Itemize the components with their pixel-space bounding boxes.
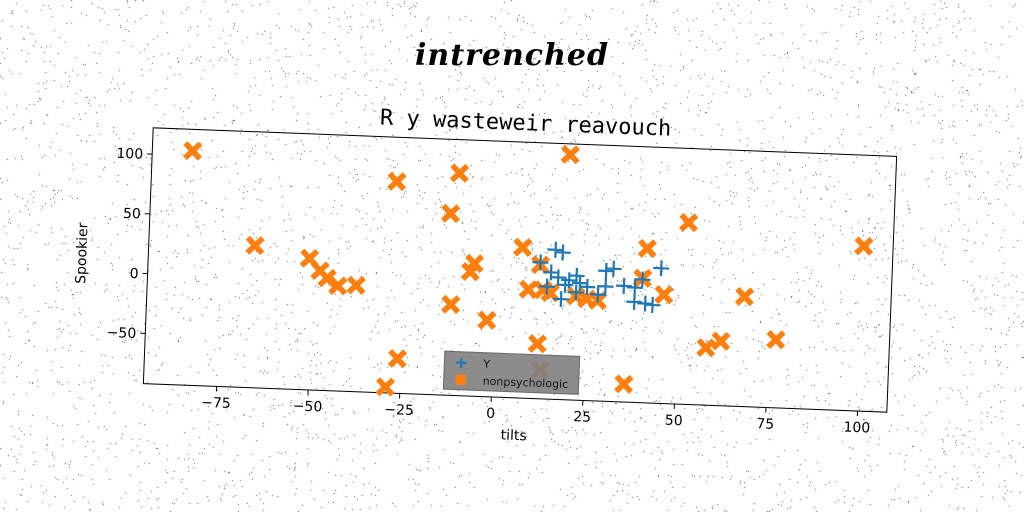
legend-box (442, 350, 581, 395)
data-point-plus-marker (553, 291, 570, 308)
x-tick-label: −75 (201, 395, 231, 412)
data-point-x-marker (477, 310, 497, 330)
data-point-plus-marker (634, 271, 651, 288)
data-point-plus-marker (605, 260, 622, 277)
data-point-plus-marker (550, 269, 567, 286)
data-point-plus-marker (547, 241, 564, 258)
legend-marker-plus (456, 357, 467, 368)
data-point-x-marker (696, 338, 716, 358)
data-point-x-marker (766, 329, 786, 350)
data-point-x-marker (387, 348, 408, 369)
data-point-plus-marker (538, 278, 555, 295)
data-point-x-marker (449, 163, 470, 183)
data-point-x-marker (679, 212, 699, 233)
data-point-plus-marker (557, 276, 574, 293)
y-axis-label: Spookier (73, 222, 91, 284)
data-point-plus-marker (626, 279, 643, 296)
data-point-x-marker (560, 144, 580, 165)
data-point-x-marker (441, 294, 461, 315)
x-tick-label: 100 (843, 420, 870, 437)
data-point-x-marker (527, 333, 548, 354)
y-axis-ticks: −50 0 50 100 (106, 146, 153, 342)
x-tick-label: −50 (292, 398, 322, 415)
data-points (182, 141, 874, 397)
legend-label: Y (482, 358, 490, 371)
data-point-x-marker (637, 238, 658, 259)
x-tick-label: 75 (756, 416, 774, 433)
data-point-plus-marker (571, 275, 589, 292)
data-point-plus-marker (626, 293, 643, 310)
data-point-plus-marker (589, 286, 606, 303)
x-tick-label: 0 (486, 406, 496, 422)
data-point-x-marker (734, 286, 755, 307)
y-tick-label: 50 (123, 206, 141, 223)
data-point-x-marker (654, 284, 674, 305)
data-point-x-marker (518, 279, 539, 300)
data-point-x-marker (711, 331, 731, 351)
x-axis-label: tilts (500, 427, 527, 444)
plot-group: R y wasteweir reavouch −75 −50 −25 0 25 50 75 1… (73, 106, 898, 444)
data-point-plus-marker (532, 254, 549, 271)
data-point-x-marker (513, 237, 533, 258)
figure-supertitle: intrenched (415, 38, 609, 73)
x-tick-label: −25 (384, 402, 414, 419)
data-point-plus-marker (568, 267, 585, 284)
data-point-x-marker (245, 235, 265, 256)
data-point-x-marker (440, 203, 461, 224)
data-point-x-marker (375, 377, 395, 397)
data-point-x-marker (328, 276, 348, 296)
chart-title: R y wasteweir reavouch (380, 106, 672, 142)
data-point-plus-marker (644, 296, 661, 314)
data-point-x-marker (614, 374, 634, 394)
plot-frame (142, 127, 898, 413)
data-point-plus-marker (615, 277, 632, 295)
data-point-plus-marker (567, 284, 585, 301)
data-point-plus-marker (597, 278, 614, 295)
data-point-x-marker (346, 275, 366, 295)
legend-label: nonpsychologic (482, 375, 568, 391)
y-tick-label: 0 (129, 266, 139, 282)
data-point-x-marker (464, 253, 485, 274)
data-point-x-marker (387, 171, 407, 192)
y-tick-label: −50 (106, 325, 136, 342)
data-point-plus-marker (637, 295, 654, 312)
legend-marker-x (455, 374, 466, 385)
x-tick-label: 50 (665, 413, 683, 430)
x-tick-label: 25 (573, 409, 591, 426)
data-point-plus-marker (579, 278, 596, 295)
data-point-plus-marker (554, 244, 571, 261)
data-point-x-marker (182, 141, 203, 161)
x-axis-ticks: −75 −50 −25 0 25 50 75 100 (201, 386, 871, 437)
data-point-plus-marker (598, 262, 615, 279)
y-tick-label: 100 (116, 146, 143, 163)
data-point-plus-marker (653, 260, 670, 277)
data-point-x-marker (854, 236, 874, 256)
